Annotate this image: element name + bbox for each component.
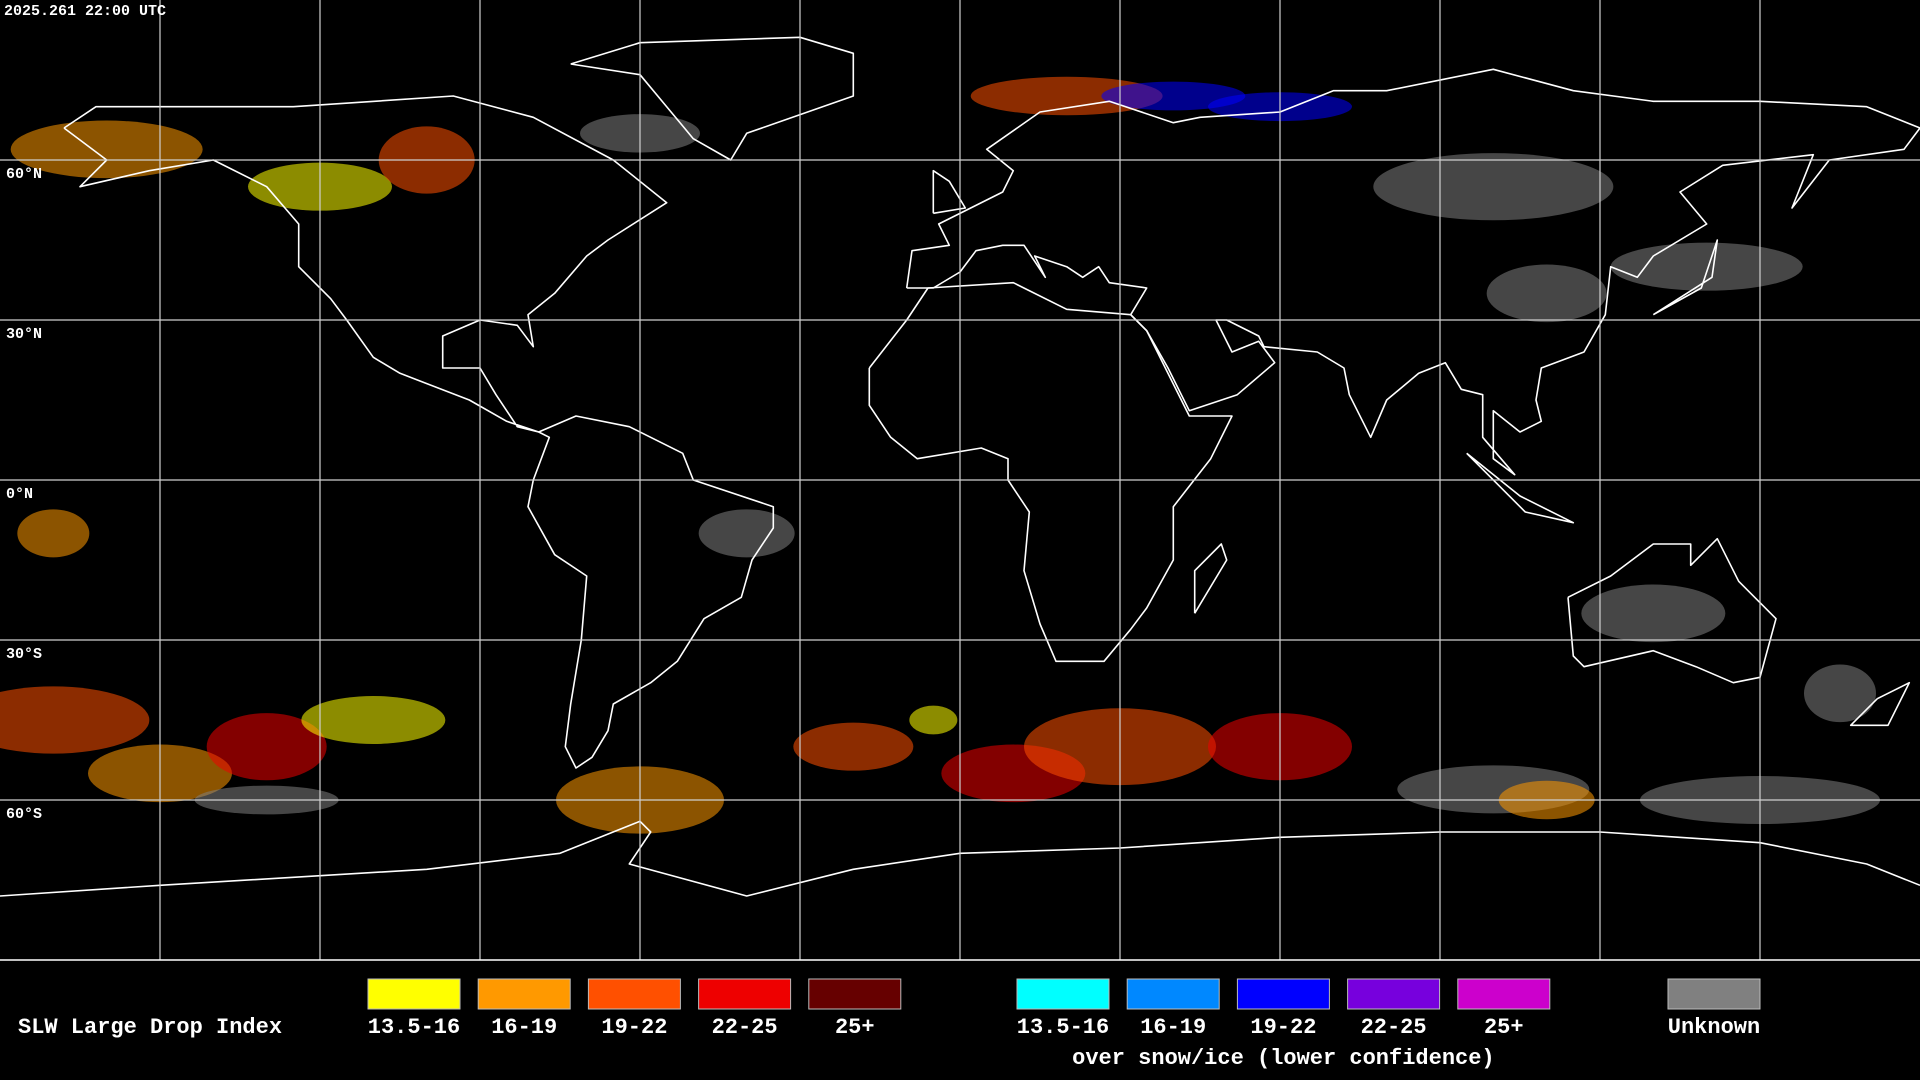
legend-label: 22-25 bbox=[712, 1015, 778, 1040]
cloud-patch bbox=[301, 696, 446, 744]
cloud-patch bbox=[17, 509, 90, 558]
cloud-patch bbox=[1581, 584, 1726, 643]
latitude-label: 60°N bbox=[6, 166, 42, 183]
legend-label: 16-19 bbox=[1140, 1015, 1206, 1040]
latitude-label: 30°N bbox=[6, 326, 42, 343]
timestamp: 2025.261 22:00 UTC bbox=[4, 3, 166, 20]
cloud-patch bbox=[698, 509, 795, 558]
coastline bbox=[0, 820, 1920, 897]
cloud-patch bbox=[970, 76, 1163, 116]
coastline bbox=[570, 36, 855, 161]
cloud-patch bbox=[793, 722, 914, 771]
latitude-label: 0°N bbox=[6, 486, 33, 503]
cloud-patch bbox=[1373, 153, 1614, 221]
cloud-patch bbox=[1610, 242, 1803, 291]
legend-caption: over snow/ice (lower confidence) bbox=[1072, 1046, 1494, 1071]
legend-swatch bbox=[808, 978, 902, 1010]
cloud-patch bbox=[206, 713, 327, 781]
legend-swatch bbox=[1667, 978, 1761, 1010]
latitude-label: 60°S bbox=[6, 806, 42, 823]
legend-label: 25+ bbox=[835, 1015, 875, 1040]
legend-label: Unknown bbox=[1668, 1015, 1760, 1040]
legend-label: 22-25 bbox=[1361, 1015, 1427, 1040]
coastline bbox=[1193, 543, 1228, 614]
coastline bbox=[1466, 452, 1575, 524]
legend-label: 19-22 bbox=[601, 1015, 667, 1040]
cloud-field bbox=[0, 76, 1880, 834]
coastlines bbox=[0, 36, 1920, 897]
legend-swatch bbox=[1347, 978, 1441, 1010]
legend-label: 16-19 bbox=[491, 1015, 557, 1040]
coastline bbox=[1849, 681, 1911, 727]
legend-swatch bbox=[1016, 978, 1110, 1010]
coastline bbox=[868, 281, 1233, 663]
latitude-label: 30°S bbox=[6, 646, 42, 663]
legend-swatch bbox=[587, 978, 681, 1010]
legend-label: 25+ bbox=[1484, 1015, 1524, 1040]
cloud-patch bbox=[1101, 81, 1246, 111]
cloud-patch bbox=[909, 705, 958, 735]
cloud-patch bbox=[1486, 264, 1607, 323]
graticule bbox=[0, 0, 1920, 960]
cloud-patch bbox=[10, 120, 203, 179]
cloud-patch bbox=[0, 686, 150, 754]
legend-swatch bbox=[1126, 978, 1220, 1010]
legend-swatch bbox=[367, 978, 461, 1010]
legend-swatch bbox=[477, 978, 571, 1010]
coastline bbox=[932, 169, 967, 215]
coastline bbox=[905, 68, 1920, 476]
legend-title: SLW Large Drop Index bbox=[18, 1015, 282, 1040]
latitude-labels: 60°N 30°N 0°N 30°S 60°S bbox=[6, 166, 42, 823]
legend-label: 13.5-16 bbox=[1017, 1015, 1109, 1040]
legend-label: 13.5-16 bbox=[368, 1015, 460, 1040]
legend-swatch bbox=[1457, 978, 1551, 1010]
cloud-patch bbox=[1804, 664, 1876, 723]
legend-label: 19-22 bbox=[1250, 1015, 1316, 1040]
legend: SLW Large Drop Index 13.5-16 16-19 19-22 22… bbox=[18, 978, 1761, 1071]
legend-swatch bbox=[1236, 978, 1330, 1010]
coastline bbox=[1652, 239, 1719, 316]
legend-swatch bbox=[698, 978, 792, 1010]
coastline bbox=[1567, 537, 1777, 684]
